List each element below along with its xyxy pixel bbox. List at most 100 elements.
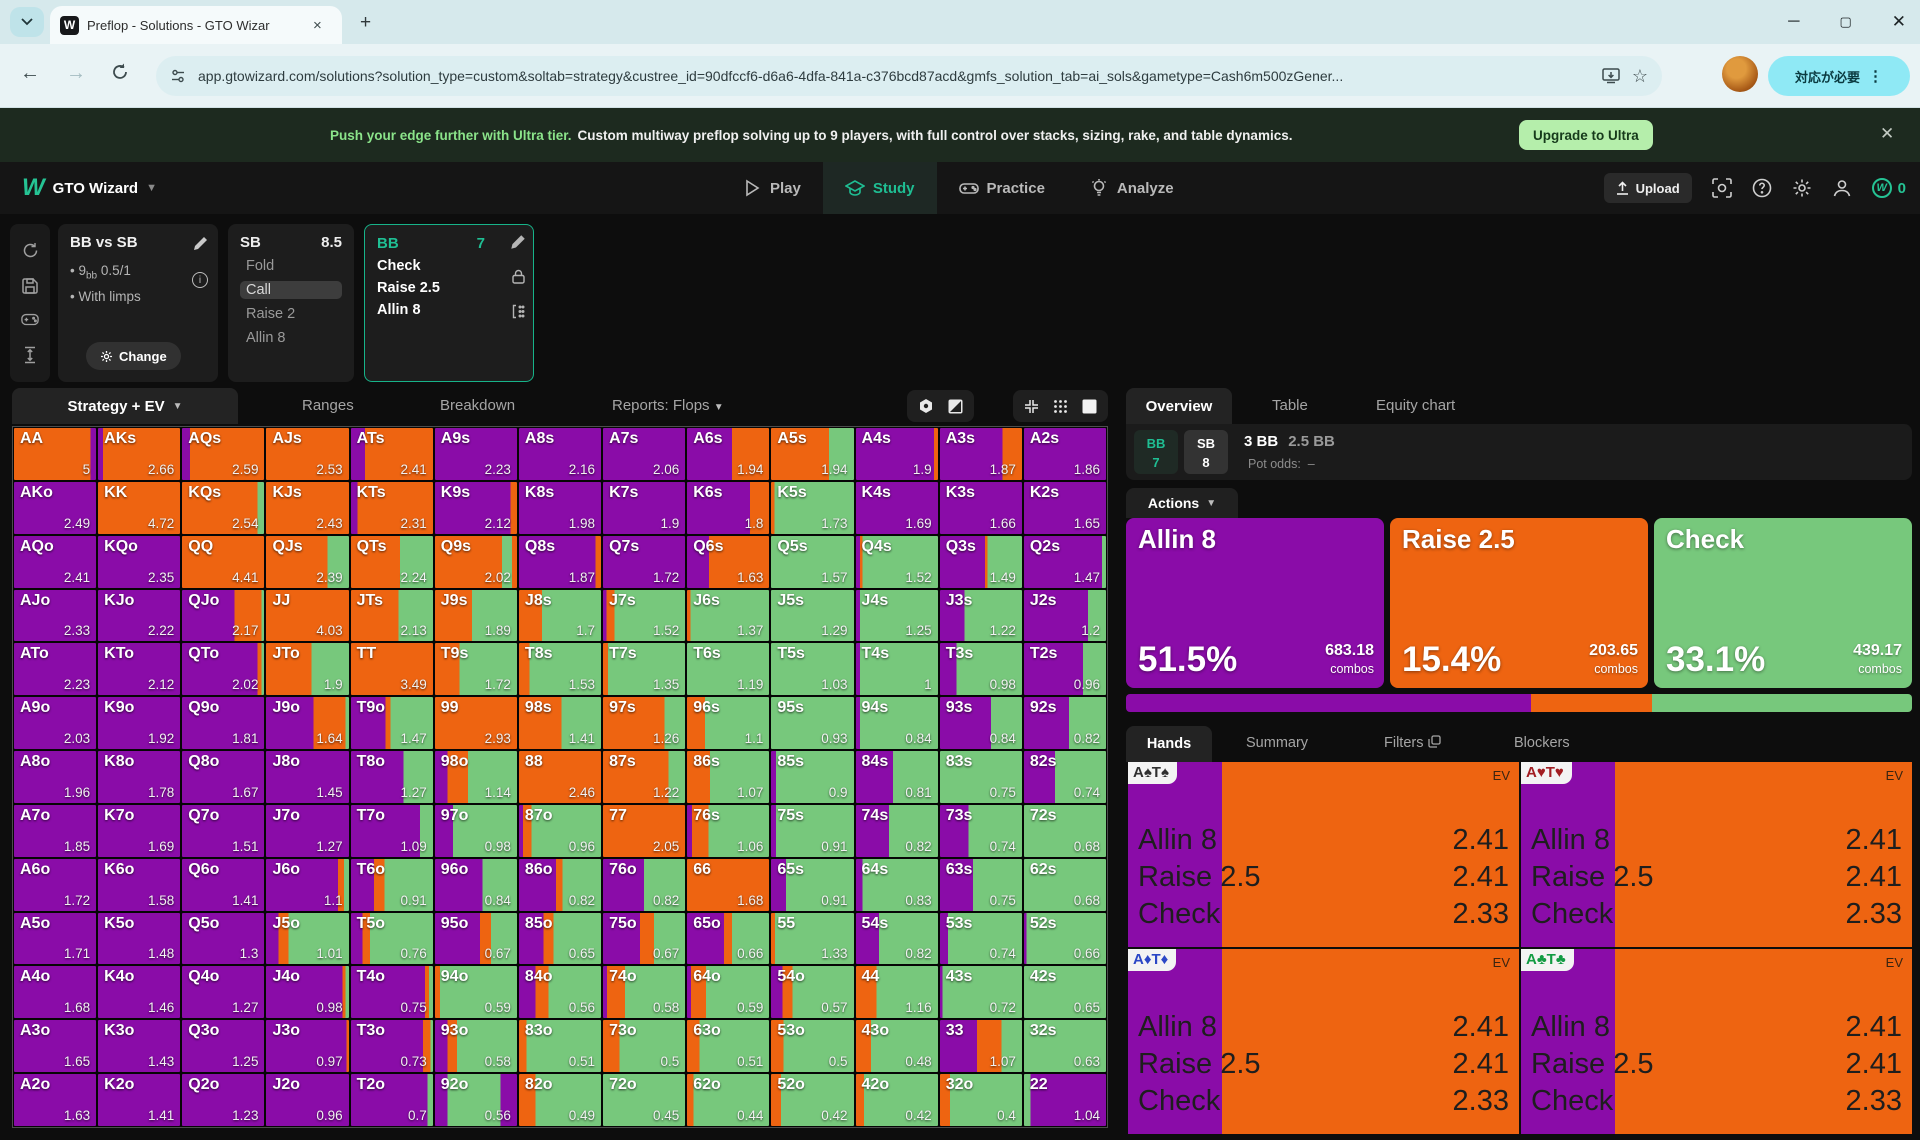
hand-cell-42s[interactable]: 42s 0.65	[1023, 966, 1106, 1019]
hand-cell-96s[interactable]: 96s 1.1	[687, 697, 770, 750]
new-tab-button[interactable]: +	[360, 12, 372, 33]
bookmark-star-icon[interactable]: ☆	[1631, 65, 1648, 86]
hand-cell-T8s[interactable]: T8s 1.53	[518, 643, 602, 696]
hand-cell-A7s[interactable]: A7s 2.06	[603, 428, 686, 480]
hand-cell-KTo[interactable]: KTo 2.12	[98, 643, 181, 696]
hand-cell-52s[interactable]: 52s 0.66	[1023, 912, 1106, 965]
hand-cell-A5s[interactable]: A5s 1.94	[771, 428, 854, 480]
hand-cell-A9o[interactable]: A9o 2.03	[14, 697, 97, 750]
change-button[interactable]: Change	[86, 342, 181, 370]
hand-cell-QTo[interactable]: QTo 2.02	[182, 643, 265, 696]
hand-cell-A2o[interactable]: A2o 1.63	[14, 1074, 97, 1126]
stack-depth-icon[interactable]	[23, 346, 37, 364]
hand-cell-T5o[interactable]: T5o 0.76	[350, 912, 433, 965]
sb-action-raise2[interactable]: Raise 2	[246, 306, 296, 322]
bb-action-check[interactable]: Check	[377, 258, 421, 274]
hand-cell-J5o[interactable]: J5o 1.01	[266, 912, 349, 965]
hand-cell-95o[interactable]: 95o 0.67	[434, 912, 517, 965]
hand-cell-64s[interactable]: 64s 0.83	[855, 858, 938, 911]
hand-cell-75s[interactable]: 75s 0.91	[771, 804, 854, 857]
bb-action-raise25[interactable]: Raise 2.5	[377, 280, 440, 296]
edit-pencil-icon[interactable]	[511, 235, 525, 249]
hand-cell-Q4s[interactable]: Q4s 1.52	[855, 535, 938, 588]
tab-breakdown[interactable]: Breakdown	[440, 397, 516, 414]
hand-cell-T8o[interactable]: T8o 1.27	[350, 751, 433, 803]
tab-overview[interactable]: Overview	[1126, 388, 1232, 424]
hand-cell-77[interactable]: 77 2.05	[603, 804, 686, 857]
browser-tab[interactable]: W Preflop - Solutions - GTO Wizar ×	[50, 6, 342, 44]
hand-cell-K6s[interactable]: K6s 1.8	[687, 481, 770, 534]
hand-cell-62s[interactable]: 62s 0.68	[1023, 858, 1106, 911]
hand-cell-J4s[interactable]: J4s 1.25	[855, 589, 938, 642]
hand-cell-93o[interactable]: 93o 0.58	[434, 1020, 517, 1073]
brand[interactable]: W GTO Wizard ▼	[22, 162, 157, 214]
hand-cell-J4o[interactable]: J4o 0.98	[266, 966, 349, 1019]
hand-cell-83s[interactable]: 83s 0.75	[939, 751, 1022, 803]
hand-cell-92s[interactable]: 92s 0.82	[1023, 697, 1106, 750]
hand-cell-44[interactable]: 44 1.16	[855, 966, 938, 1019]
hand-cell-KTs[interactable]: KTs 2.31	[350, 481, 433, 534]
hand-cell-KQs[interactable]: KQs 2.54	[182, 481, 265, 534]
hand-cell-72o[interactable]: 72o 0.45	[603, 1074, 686, 1126]
tab-search-button[interactable]	[10, 7, 44, 37]
hand-cell-94o[interactable]: 94o 0.59	[434, 966, 517, 1019]
hand-cell-87s[interactable]: 87s 1.22	[603, 751, 686, 803]
hand-cell-98s[interactable]: 98s 1.41	[518, 697, 602, 750]
hand-cell-AA[interactable]: AA 5	[14, 428, 97, 480]
hand-cell-JTo[interactable]: JTo 1.9	[266, 643, 349, 696]
hand-cell-94s[interactable]: 94s 0.84	[855, 697, 938, 750]
hand-cell-A4s[interactable]: A4s 1.9	[855, 428, 938, 480]
hand-cell-75o[interactable]: 75o 0.67	[603, 912, 686, 965]
hand-cell-82s[interactable]: 82s 0.74	[1023, 751, 1106, 803]
browser-menu-icon[interactable]: ⋮	[1868, 68, 1883, 85]
hand-cell-88[interactable]: 88 2.46	[518, 751, 602, 803]
hand-cell-54o[interactable]: 54o 0.57	[771, 966, 854, 1019]
hand-cell-JJ[interactable]: JJ 4.03	[266, 589, 349, 642]
hand-cell-A2s[interactable]: A2s 1.86	[1023, 428, 1106, 480]
tab-filters[interactable]: Filters	[1384, 735, 1441, 751]
hand-cell-JTs[interactable]: JTs 2.13	[350, 589, 433, 642]
back-button[interactable]: ←	[20, 62, 40, 84]
tab-close-icon[interactable]: ×	[313, 16, 322, 34]
hand-cell-A7o[interactable]: A7o 1.85	[14, 804, 97, 857]
hand-cell-QJs[interactable]: QJs 2.39	[266, 535, 349, 588]
hand-cell-K7o[interactable]: K7o 1.69	[98, 804, 181, 857]
sb-action-fold[interactable]: Fold	[246, 258, 275, 274]
bb-node-panel[interactable]: BB 7 Check Raise 2.5 Allin 8	[364, 224, 534, 382]
hand-cell-K4o[interactable]: K4o 1.46	[98, 966, 181, 1019]
address-bar[interactable]: app.gtowizard.com/solutions?solution_typ…	[156, 56, 1662, 96]
hand-cell-42o[interactable]: 42o 0.42	[855, 1074, 938, 1126]
sb-action-call[interactable]: Call	[240, 281, 342, 299]
hand-cell-54s[interactable]: 54s 0.82	[855, 912, 938, 965]
hand-cell-Q3s[interactable]: Q3s 1.49	[939, 535, 1022, 588]
forward-button[interactable]: →	[66, 62, 86, 84]
avatar[interactable]	[1722, 56, 1758, 92]
hand-cell-T7s[interactable]: T7s 1.35	[603, 643, 686, 696]
hand-cell-99[interactable]: 99 2.93	[434, 697, 517, 750]
hand-cell-32o[interactable]: 32o 0.4	[939, 1074, 1022, 1126]
nav-item-practice[interactable]: Practice	[937, 162, 1067, 214]
hand-cell-A5o[interactable]: A5o 1.71	[14, 912, 97, 965]
hand-cell-J8o[interactable]: J8o 1.45	[266, 751, 349, 803]
hand-cell-K9s[interactable]: K9s 2.12	[434, 481, 517, 534]
hand-cell-Q6o[interactable]: Q6o 1.41	[182, 858, 265, 911]
hand-cell-AQo[interactable]: AQo 2.41	[14, 535, 97, 588]
wizard-coins[interactable]: W 0	[1871, 178, 1906, 198]
tab-reports-flops[interactable]: Reports: Flops ▼	[612, 397, 724, 414]
hand-cell-Q7s[interactable]: Q7s 1.72	[603, 535, 686, 588]
hand-cell-K8s[interactable]: K8s 1.98	[518, 481, 602, 534]
reload-button[interactable]	[110, 62, 130, 82]
hand-cell-76o[interactable]: 76o 0.82	[603, 858, 686, 911]
profile-icon[interactable]	[1832, 178, 1852, 198]
hand-cell-Q3o[interactable]: Q3o 1.25	[182, 1020, 265, 1073]
hand-cell-K6o[interactable]: K6o 1.58	[98, 858, 181, 911]
hand-cell-J5s[interactable]: J5s 1.29	[771, 589, 854, 642]
hand-cell-J9s[interactable]: J9s 1.89	[434, 589, 517, 642]
hand-cell-J7s[interactable]: J7s 1.52	[603, 589, 686, 642]
tab-summary[interactable]: Summary	[1246, 735, 1309, 751]
hand-cell-Q9o[interactable]: Q9o 1.81	[182, 697, 265, 750]
hand-cell-85o[interactable]: 85o 0.65	[518, 912, 602, 965]
nav-item-analyze[interactable]: Analyze	[1067, 162, 1196, 214]
hand-cell-74s[interactable]: 74s 0.82	[855, 804, 938, 857]
hand-cell-87o[interactable]: 87o 0.96	[518, 804, 602, 857]
